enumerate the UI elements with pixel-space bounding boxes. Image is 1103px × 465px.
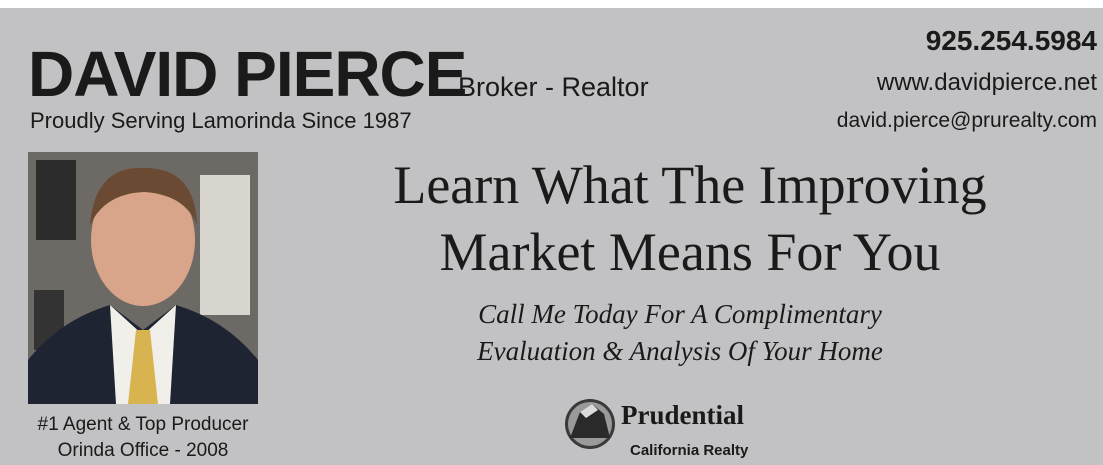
photo-caption: #1 Agent & Top Producer: [38, 414, 250, 435]
agent-photo: [28, 152, 258, 404]
tagline: Proudly Serving Lamorinda Since 1987: [30, 108, 412, 133]
headline: Market Means For You: [439, 222, 940, 282]
agent-role: Broker - Realtor: [458, 72, 649, 102]
email: david.pierce@prurealty.com: [837, 109, 1097, 132]
logo-icon: [565, 399, 615, 449]
photo-caption: Orinda Office - 2008: [58, 440, 229, 461]
logo-name: Prudential: [621, 400, 745, 430]
agent-name: DAVID PIERCE: [28, 38, 466, 110]
subheadline: Call Me Today For A Complimentary: [478, 299, 882, 329]
website: www.davidpierce.net: [876, 69, 1097, 96]
subheadline: Evaluation & Analysis Of Your Home: [476, 336, 883, 366]
phone: 925.254.5984: [926, 25, 1098, 56]
headline: Learn What The Improving: [393, 155, 986, 215]
logo-subtitle: California Realty: [630, 442, 749, 459]
